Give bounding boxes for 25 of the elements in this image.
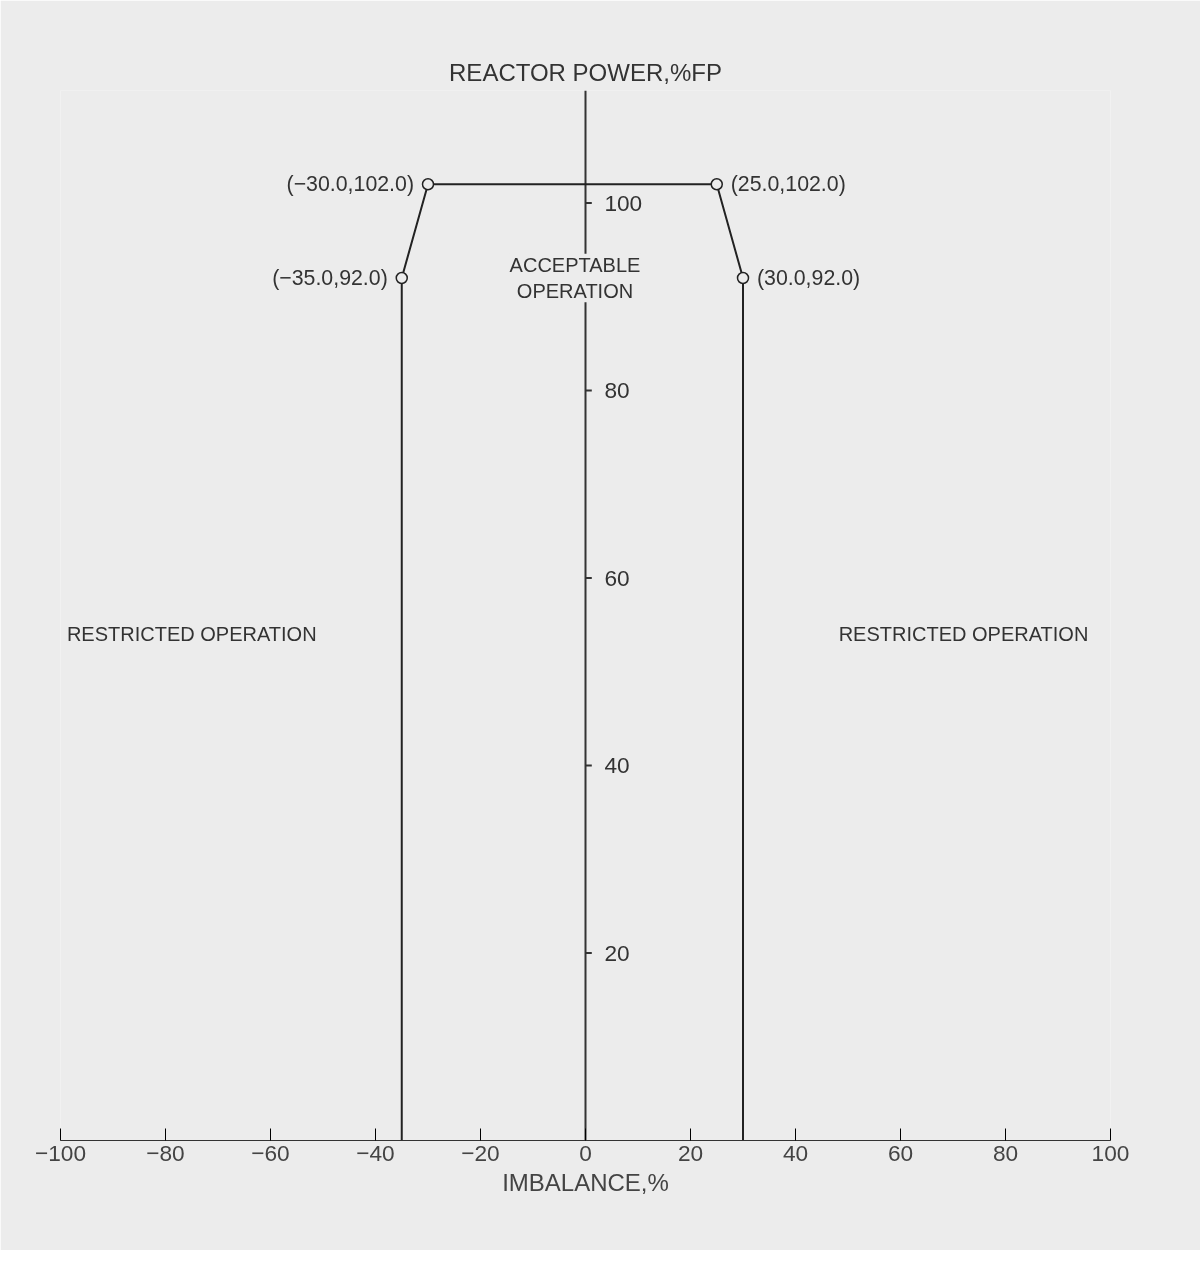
y-tick-label: 80	[604, 377, 630, 403]
annotation: RESTRICTED OPERATION	[66, 623, 317, 646]
y-tick-label: 60	[604, 564, 630, 591]
chart-title: REACTOR POWER,%FP	[449, 58, 722, 86]
x-tick-label: 100	[1091, 1139, 1130, 1166]
x-tick-label: −80	[146, 1139, 185, 1166]
x-tick-label: 0	[579, 1139, 592, 1166]
annotation: RESTRICTED OPERATION	[838, 623, 1089, 646]
y-tick-label: 100	[604, 189, 643, 216]
x-tick-label: 80	[992, 1139, 1019, 1166]
x-tick-label: −40	[356, 1139, 395, 1166]
x-axis-title: IMBALANCE,%	[502, 1168, 669, 1196]
x-tick-label: 40	[782, 1139, 809, 1166]
x-tick-label: −60	[251, 1139, 290, 1166]
y-tick-label: 40	[604, 752, 630, 778]
annotation: (−35.0,92.0)	[272, 266, 388, 290]
y-tick-label: 20	[604, 939, 630, 966]
x-tick-label: 60	[887, 1139, 914, 1166]
x-tick-label: −20	[461, 1139, 500, 1166]
annotation: (30.0,92.0)	[757, 266, 861, 290]
x-tick-label: 20	[677, 1139, 704, 1166]
annotation: (−30.0,102.0)	[286, 172, 415, 197]
annotation: (25.0,102.0)	[730, 172, 846, 197]
x-tick-label: −100	[34, 1139, 87, 1166]
annotation: ACCEPTABLE OPERATION	[509, 253, 641, 303]
